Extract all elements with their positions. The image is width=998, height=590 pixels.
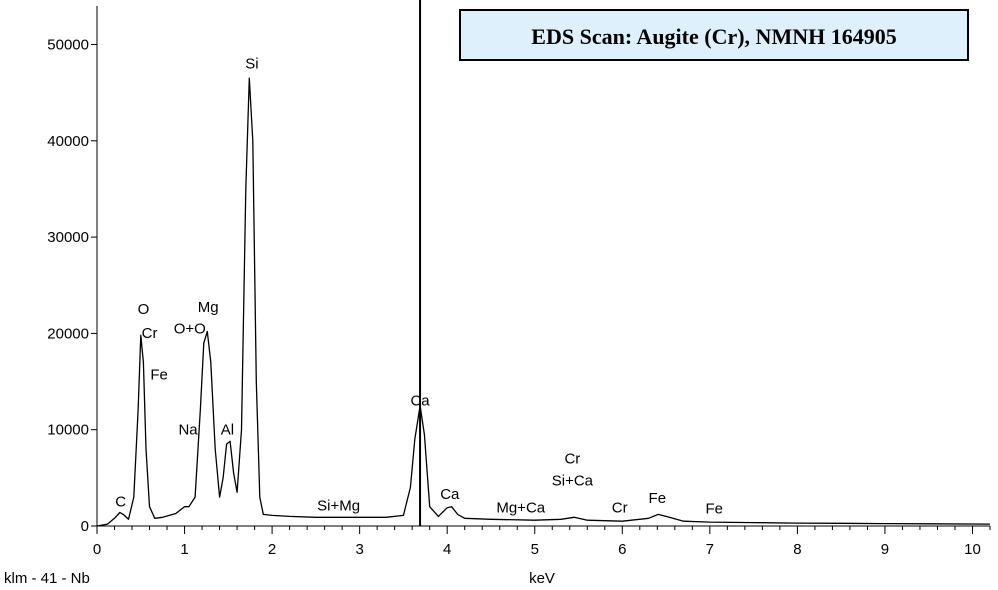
x-tick-label: 8 xyxy=(793,541,801,558)
peak-label: Si+Mg xyxy=(317,498,360,515)
y-tick-label: 0 xyxy=(81,518,89,535)
y-tick-label: 40000 xyxy=(47,133,89,150)
peak-label: Mg+Ca xyxy=(496,500,545,517)
x-axis-label: keV xyxy=(529,570,555,587)
peak-label: Cr xyxy=(142,325,158,342)
peak-label: O xyxy=(138,301,150,318)
peak-label: Na xyxy=(178,422,198,439)
axes: 0 10000 20000 30000 40000 50000 0 1 2 3 4 5 6 7 8 9 10 xyxy=(47,0,991,558)
peak-labels: C O Cr Fe O+O Mg Na Al Si Si+Mg Ca Ca Mg+Ca Cr Si+Ca Cr… xyxy=(115,56,723,518)
y-tick-label: 30000 xyxy=(47,229,89,246)
spectrum-series xyxy=(96,77,991,527)
x-tick-label: 5 xyxy=(531,541,539,558)
peak-label: Ca xyxy=(410,393,430,410)
peak-label: O+O xyxy=(174,320,206,337)
x-tick-label: 0 xyxy=(93,541,101,558)
peak-label: Fe xyxy=(150,367,168,384)
peak-label: Fe xyxy=(705,500,723,517)
footer-label: klm - 41 - Nb xyxy=(4,570,90,587)
peak-label: C xyxy=(115,494,126,511)
chart-title-box: EDS Scan: Augite (Cr), NMNH 164905 xyxy=(459,9,969,61)
y-tick-label: 10000 xyxy=(47,422,89,439)
x-tick-label: 2 xyxy=(268,541,276,558)
x-tick-label: 9 xyxy=(881,541,889,558)
peak-label: Ca xyxy=(440,486,460,503)
peak-label: Mg xyxy=(198,299,219,316)
peak-label: Cr xyxy=(564,450,580,467)
peak-label: Al xyxy=(221,422,234,439)
x-tick-label: 4 xyxy=(443,541,451,558)
chart-title: EDS Scan: Augite (Cr), NMNH 164905 xyxy=(531,24,896,49)
x-tick-label: 10 xyxy=(964,541,981,558)
y-tick-label: 50000 xyxy=(47,37,89,54)
peak-label: Si+Ca xyxy=(552,473,594,490)
x-tick-label: 1 xyxy=(180,541,188,558)
spectrum-line xyxy=(96,77,991,527)
x-tick-label: 7 xyxy=(706,541,714,558)
peak-label: Cr xyxy=(612,500,628,517)
x-tick-label: 6 xyxy=(618,541,626,558)
peak-label: Si xyxy=(245,56,258,73)
peak-label: Fe xyxy=(649,490,667,507)
y-tick-label: 20000 xyxy=(47,325,89,342)
x-tick-label: 3 xyxy=(355,541,363,558)
